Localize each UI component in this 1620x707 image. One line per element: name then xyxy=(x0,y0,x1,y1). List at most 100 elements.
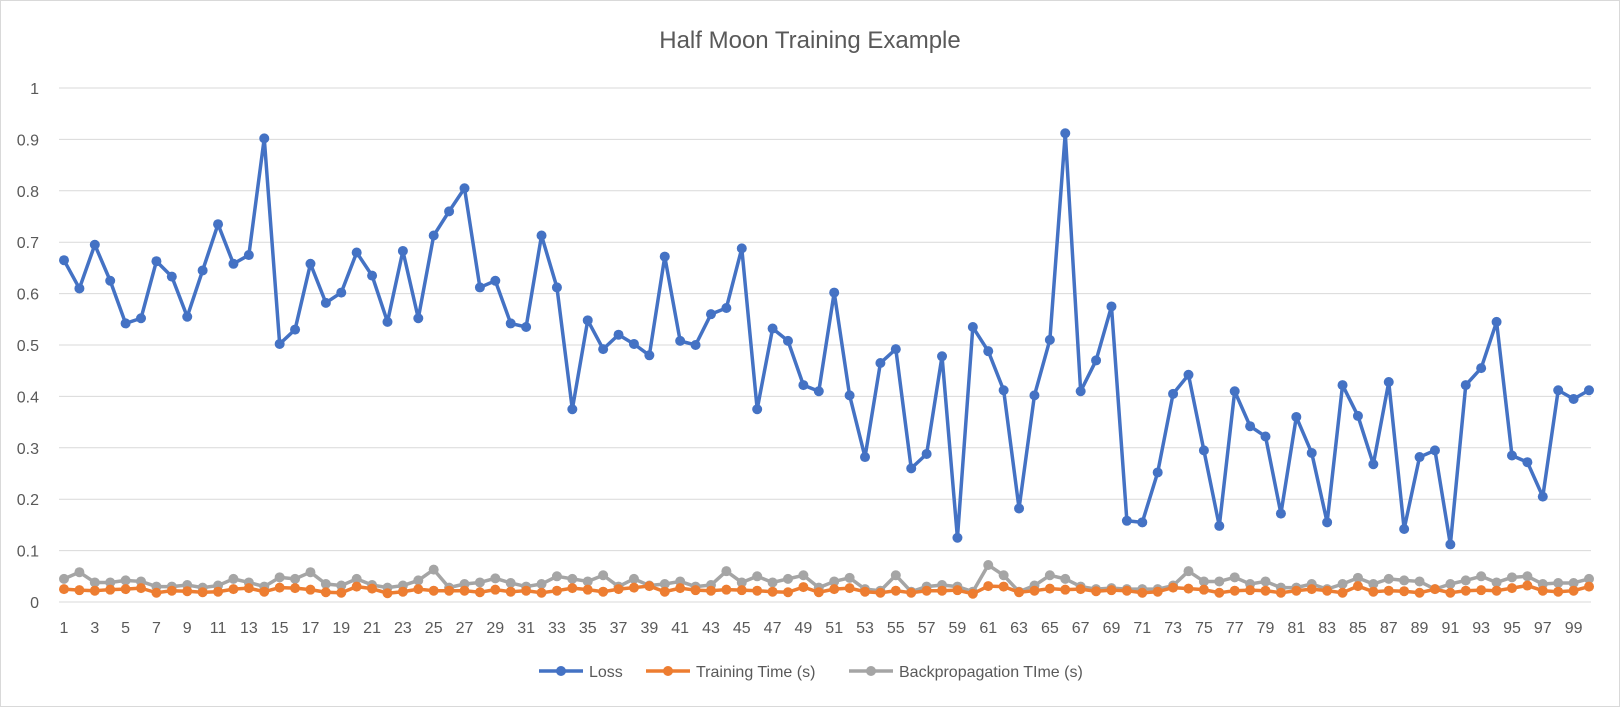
data-point xyxy=(1106,585,1117,596)
data-point xyxy=(1229,585,1240,596)
data-point xyxy=(459,585,470,596)
data-point xyxy=(151,256,162,267)
x-tick-label: 79 xyxy=(1257,620,1275,637)
data-point xyxy=(166,585,177,596)
data-point xyxy=(1060,584,1071,595)
data-point xyxy=(890,570,901,581)
legend-label: Training Time (s) xyxy=(696,664,815,681)
data-point xyxy=(1198,445,1209,456)
data-point xyxy=(798,582,809,593)
data-point xyxy=(1121,585,1132,596)
data-point xyxy=(1337,380,1348,391)
data-point xyxy=(1291,411,1302,422)
data-point xyxy=(1460,585,1471,596)
x-tick-label: 37 xyxy=(610,620,628,637)
x-tick-label: 9 xyxy=(183,620,192,637)
axes: 00.10.20.30.40.50.60.70.80.911 3 5 7 9 11 13 15… xyxy=(17,81,1591,637)
data-point xyxy=(521,322,532,333)
x-tick-label: 25 xyxy=(425,620,443,637)
data-point xyxy=(74,585,85,596)
data-point xyxy=(1121,515,1132,526)
data-point xyxy=(1553,586,1564,597)
data-point xyxy=(829,287,840,298)
data-point xyxy=(967,322,978,333)
data-point xyxy=(136,583,147,594)
data-point xyxy=(844,583,855,594)
data-point xyxy=(413,584,424,595)
data-point xyxy=(690,585,701,596)
data-point xyxy=(752,585,763,596)
data-point xyxy=(1044,583,1055,594)
data-point xyxy=(906,587,917,598)
data-point xyxy=(551,571,562,582)
data-point xyxy=(1399,575,1410,586)
data-point xyxy=(1137,517,1148,528)
data-point xyxy=(136,313,147,324)
data-point xyxy=(1214,520,1225,531)
data-point xyxy=(860,586,871,597)
data-point xyxy=(290,583,301,594)
data-point xyxy=(1491,316,1502,327)
x-tick-label: 49 xyxy=(794,620,812,637)
data-point xyxy=(274,338,285,349)
data-point xyxy=(1553,385,1564,396)
data-point xyxy=(813,386,824,397)
legend-label: Backpropagation TIme (s) xyxy=(899,664,1083,681)
x-tick-label: 29 xyxy=(486,620,504,637)
data-point xyxy=(937,351,948,362)
legend-marker xyxy=(556,666,566,676)
data-point xyxy=(105,584,116,595)
data-point xyxy=(182,311,193,322)
data-point xyxy=(1584,385,1594,396)
data-point xyxy=(444,585,455,596)
data-point xyxy=(428,564,439,575)
data-point xyxy=(367,270,378,281)
data-point xyxy=(998,581,1009,592)
data-point xyxy=(336,587,347,598)
x-tick-label: 89 xyxy=(1411,620,1429,637)
data-point xyxy=(721,302,732,313)
data-point xyxy=(967,588,978,599)
data-point xyxy=(521,585,532,596)
data-point xyxy=(921,448,932,459)
data-point xyxy=(1584,573,1594,584)
data-point xyxy=(397,245,408,256)
x-tick-label: 81 xyxy=(1287,620,1305,637)
data-point xyxy=(505,318,516,329)
data-point xyxy=(1383,585,1394,596)
data-point xyxy=(659,579,670,590)
data-point xyxy=(336,287,347,298)
data-point xyxy=(952,532,963,543)
data-point xyxy=(1522,580,1533,591)
data-point xyxy=(1337,587,1348,598)
data-point xyxy=(659,251,670,262)
legend-item: Training Time (s) xyxy=(646,664,815,681)
data-point xyxy=(536,587,547,598)
data-point xyxy=(89,577,100,588)
data-point xyxy=(1014,587,1025,598)
data-point xyxy=(937,585,948,596)
data-point xyxy=(1183,583,1194,594)
data-point xyxy=(59,573,69,584)
data-point xyxy=(1275,508,1286,519)
data-point xyxy=(490,275,501,286)
data-point xyxy=(628,573,639,584)
x-tick-label: 55 xyxy=(887,620,905,637)
data-point xyxy=(1414,452,1425,463)
data-point xyxy=(736,585,747,596)
data-point xyxy=(89,585,100,596)
data-point xyxy=(998,385,1009,396)
data-point xyxy=(1183,369,1194,380)
x-tick-label: 15 xyxy=(271,620,289,637)
data-point xyxy=(490,573,501,584)
data-point xyxy=(1337,579,1348,590)
data-point xyxy=(1368,459,1379,470)
data-point xyxy=(767,586,778,597)
data-point xyxy=(305,258,316,269)
x-tick-label: 75 xyxy=(1195,620,1213,637)
data-point xyxy=(413,313,424,324)
data-point xyxy=(1476,571,1487,582)
data-point xyxy=(336,580,347,591)
data-point xyxy=(1168,388,1179,399)
data-point xyxy=(983,346,994,357)
